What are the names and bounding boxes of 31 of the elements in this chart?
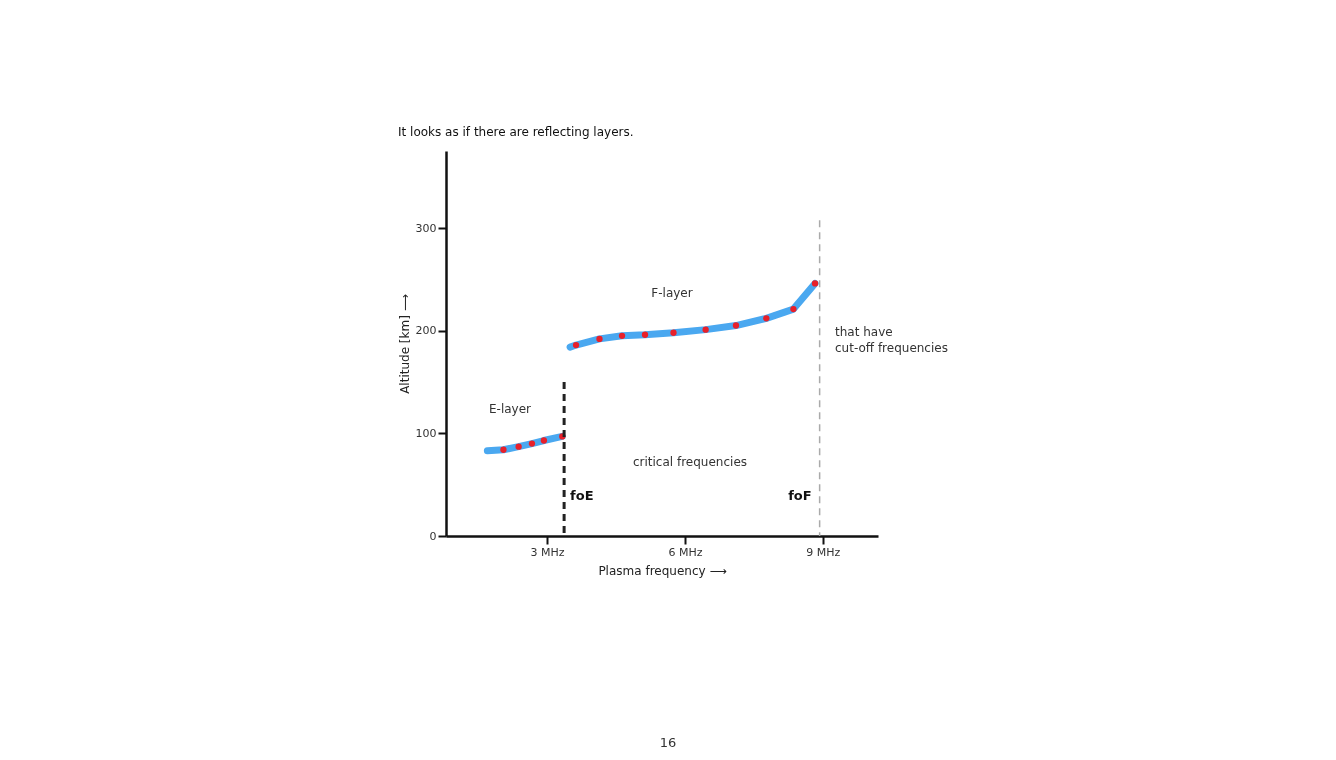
x-tick-label: 3 MHz xyxy=(530,545,565,559)
point xyxy=(763,315,770,322)
annotation: F-layer xyxy=(651,286,693,300)
ref-line-label: foE xyxy=(570,488,594,503)
point xyxy=(515,443,522,450)
x-axis-title: Plasma frequency ⟶ xyxy=(598,563,727,578)
x-tick-label: 9 MHz xyxy=(806,545,841,559)
point xyxy=(702,326,709,333)
point xyxy=(732,322,740,329)
x-tick-label: 6 MHz xyxy=(668,545,703,559)
point xyxy=(528,440,536,447)
ref-line-label: foF xyxy=(788,488,812,503)
y-tick-label: 100 xyxy=(415,426,437,440)
y-axis-title: Altitude [km] ⟶ xyxy=(397,294,412,394)
text: 16 xyxy=(658,735,678,750)
point xyxy=(572,341,580,349)
y-tick-label: 0 xyxy=(429,529,437,543)
y-tick-label: 200 xyxy=(415,324,437,338)
point xyxy=(811,280,819,287)
annotation: critical frequencies xyxy=(632,455,748,469)
point xyxy=(596,335,603,343)
point xyxy=(540,437,548,444)
annotation: that have cut-off frequencies xyxy=(835,325,948,355)
point xyxy=(790,305,797,313)
y-tick-label: 300 xyxy=(415,221,437,235)
point xyxy=(618,332,626,339)
chart-title: It looks as if there are reflecting layers. xyxy=(398,125,634,139)
point xyxy=(500,446,507,453)
point xyxy=(670,329,677,336)
annotation: E-layer xyxy=(488,402,532,416)
point xyxy=(641,331,649,338)
